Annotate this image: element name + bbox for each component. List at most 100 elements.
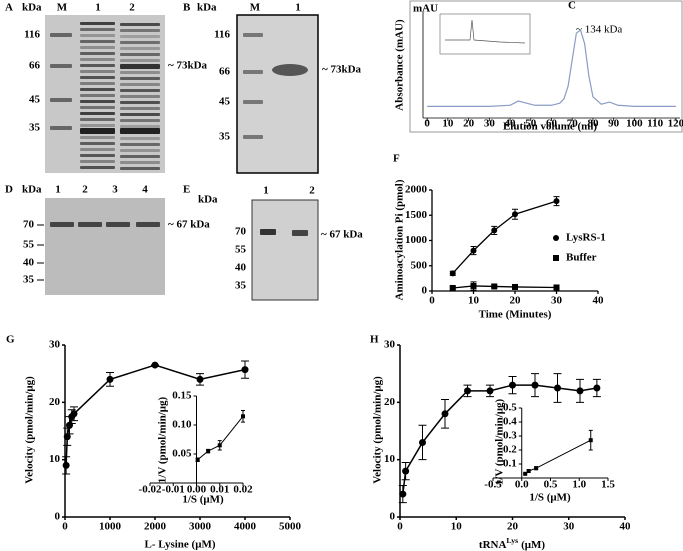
data-point [419, 438, 426, 446]
gel-band [80, 142, 115, 145]
gel-band [80, 70, 115, 73]
marker-label: 66 [219, 66, 231, 78]
marker-label: 70 [235, 226, 247, 238]
marker-label: 35 [219, 131, 231, 143]
gel-band [50, 98, 72, 102]
x-tick-label: -0.01 [162, 484, 185, 496]
x-tick-label: 20 [463, 118, 475, 130]
gel-band [80, 154, 115, 157]
gel-band [120, 64, 160, 69]
gel-band [120, 83, 160, 86]
gel-band [80, 58, 115, 61]
x-tick-label: 30 [484, 118, 496, 130]
x-tick-label: 1.0 [572, 479, 586, 491]
data-point [523, 471, 528, 476]
x-tick-label: 40 [593, 295, 605, 307]
data-point [470, 282, 477, 289]
y-tick-label: 0.10 [172, 419, 192, 431]
panel-label: F [393, 153, 400, 165]
x-tick-label: 70 [567, 118, 579, 130]
panel-label: G [6, 334, 15, 346]
x-axis-label-superscript: Lys [506, 536, 518, 545]
y-tick-label: 0.15 [172, 390, 192, 402]
y-tick-label: 0.2 [503, 444, 517, 456]
data-point [464, 387, 471, 395]
gel-band [106, 222, 130, 227]
gel-band [120, 128, 160, 134]
gel-band [136, 222, 160, 227]
y-tick-label: 0.05 [172, 448, 192, 460]
data-point [62, 461, 70, 469]
y-tick-label: 0 [55, 511, 61, 523]
gel-band [80, 82, 115, 85]
gel [251, 199, 319, 301]
lane-label: M [250, 2, 261, 14]
gel-band [120, 161, 160, 164]
data-point [554, 384, 561, 392]
y-axis-label: Aminoacylation Pi (pmol) [394, 179, 406, 300]
x-tick-label: 0.00 [187, 484, 207, 496]
x-tick-label: 1.5 [601, 479, 615, 491]
lane-label: 2 [129, 2, 135, 14]
marker-label: 35 [23, 274, 35, 286]
marker-label: 45 [29, 94, 41, 106]
y-tick-label: 30 [49, 339, 61, 351]
marker-label: 55 [235, 244, 247, 256]
data-point [195, 457, 200, 462]
gel-band [80, 52, 115, 55]
data-point [206, 449, 211, 454]
x-tick-label: 110 [647, 118, 663, 130]
unit-label: kDa [22, 184, 42, 196]
gel-band [120, 113, 160, 116]
panel-label: C [568, 0, 576, 12]
x-axis-label: Elution volume (ml) [503, 121, 597, 133]
y-tick-label: 0 [422, 285, 428, 297]
data-point [512, 283, 518, 290]
gel-band [80, 124, 115, 127]
data-point [449, 270, 456, 277]
y-tick-label: 20 [384, 396, 396, 408]
data-point [196, 375, 204, 383]
data-line [427, 29, 676, 107]
data-point [534, 466, 539, 471]
unit-label: kDa [198, 194, 218, 206]
gel-band [120, 59, 160, 62]
x-tick-label: 50 [525, 118, 537, 130]
y-tick-label: 0 [390, 511, 396, 523]
gel-band [80, 28, 115, 31]
gel [236, 14, 319, 174]
gel-band [80, 100, 115, 103]
marker-label: 66 [29, 60, 41, 72]
data-point [151, 361, 159, 369]
y-tick-label: 1500 [405, 209, 428, 221]
marker-label: 55 [23, 239, 35, 251]
inset-trace [445, 19, 526, 44]
data-point [106, 375, 114, 383]
data-point [593, 384, 601, 392]
lane-label: 1 [55, 184, 61, 196]
x-axis-label: Time (Minutes) [479, 309, 552, 321]
x-axis-label: 1/S (μM) [182, 494, 224, 506]
gel-band [292, 230, 308, 236]
x-tick-label: 10 [468, 295, 480, 307]
x-tick-label: 40 [620, 521, 632, 533]
marker-label: 40 [23, 257, 35, 269]
gel-band [80, 34, 115, 37]
gel-band [80, 160, 115, 163]
x-tick-label: 0.0 [515, 479, 529, 491]
marker-label: 45 [219, 96, 231, 108]
x-tick-label: 20 [510, 295, 522, 307]
gel-band [80, 118, 115, 121]
panel-label: H [370, 334, 379, 346]
y-tick-label: 1000 [405, 234, 428, 246]
y-tick-label: 10 [49, 453, 61, 465]
gel-band [80, 128, 115, 134]
x-tick-label: 3000 [189, 521, 212, 533]
gel-band [80, 64, 115, 67]
y-axis-label: Velocity (pmol/min/μg) [372, 376, 384, 484]
gel-band [80, 46, 115, 49]
gel-band [80, 112, 115, 115]
gel-band [80, 76, 115, 79]
x-tick-label: 0 [429, 295, 435, 307]
